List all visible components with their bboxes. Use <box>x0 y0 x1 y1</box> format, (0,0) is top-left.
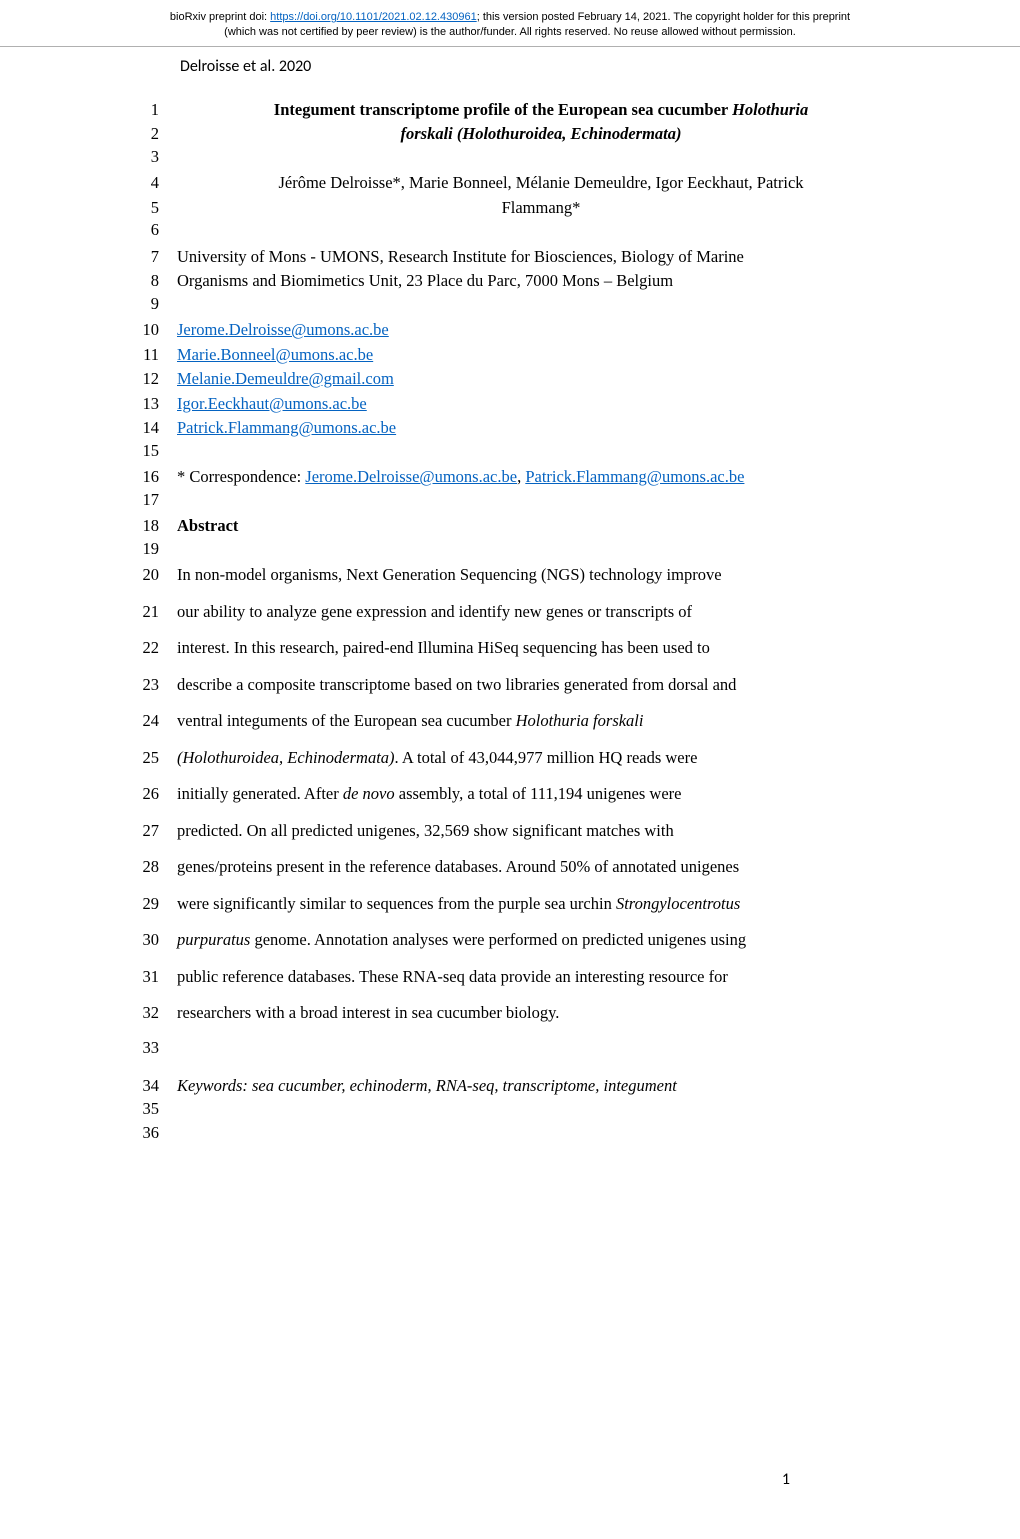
correspondence: * Correspondence: Jerome.Delroisse@umons… <box>177 465 905 489</box>
line-number: 4 <box>115 173 177 193</box>
line-number: 35 <box>115 1099 177 1119</box>
abstract-line: genes/proteins present in the reference … <box>177 855 905 879</box>
email-link-3[interactable]: Melanie.Demeuldre@gmail.com <box>177 369 394 388</box>
line-number: 28 <box>115 857 177 877</box>
line-number: 26 <box>115 784 177 804</box>
line-number: 14 <box>115 418 177 438</box>
line-number: 21 <box>115 602 177 622</box>
line-number: 30 <box>115 930 177 950</box>
line-number: 25 <box>115 748 177 768</box>
abstract-line: our ability to analyze gene expression a… <box>177 600 905 624</box>
authors-line-1: Jérôme Delroisse*, Marie Bonneel, Mélani… <box>177 171 905 195</box>
line-number: 3 <box>115 147 177 167</box>
email-link-2[interactable]: Marie.Bonneel@umons.ac.be <box>177 345 373 364</box>
preprint-line2: (which was not certified by peer review)… <box>224 26 796 38</box>
line-number: 7 <box>115 247 177 267</box>
line-number: 36 <box>115 1123 177 1143</box>
keywords: Keywords: sea cucumber, echinoderm, RNA-… <box>177 1074 905 1098</box>
line-number: 10 <box>115 320 177 340</box>
title-line-1: Integument transcriptome profile of the … <box>177 98 905 122</box>
abstract-line: initially generated. After de novo assem… <box>177 782 905 806</box>
line-number: 29 <box>115 894 177 914</box>
preprint-line1-pre: bioRxiv preprint doi: <box>170 11 270 23</box>
corr-email-2[interactable]: Patrick.Flammang@umons.ac.be <box>525 467 744 486</box>
abstract-line: interest. In this research, paired-end I… <box>177 636 905 660</box>
line-number: 18 <box>115 516 177 536</box>
line-number: 11 <box>115 345 177 365</box>
authors-line-2: Flammang* <box>177 196 905 220</box>
page-content: 1 Integument transcriptome profile of th… <box>0 90 1020 1539</box>
abstract-heading: Abstract <box>177 514 905 538</box>
line-number: 5 <box>115 198 177 218</box>
line-number: 8 <box>115 271 177 291</box>
abstract-line: public reference databases. These RNA-se… <box>177 965 905 989</box>
line-number: 17 <box>115 490 177 510</box>
line-number: 27 <box>115 821 177 841</box>
email-link-4[interactable]: Igor.Eeckhaut@umons.ac.be <box>177 394 367 413</box>
running-head: Delroisse et al. 2020 <box>0 47 1020 90</box>
corr-email-1[interactable]: Jerome.Delroisse@umons.ac.be <box>305 467 517 486</box>
abstract-body: 20 In non-model organisms, Next Generati… <box>115 563 905 1074</box>
line-number: 24 <box>115 711 177 731</box>
line-number: 20 <box>115 565 177 585</box>
line-number: 6 <box>115 220 177 240</box>
doi-link[interactable]: https://doi.org/10.1101/2021.02.12.43096… <box>270 11 477 23</box>
line-number: 22 <box>115 638 177 658</box>
abstract-line: purpuratus genome. Annotation analyses w… <box>177 928 905 952</box>
preprint-line1-post: ; this version posted February 14, 2021.… <box>477 11 850 23</box>
line-number: 31 <box>115 967 177 987</box>
affiliation-line-2: Organisms and Biomimetics Unit, 23 Place… <box>177 269 905 293</box>
abstract-line: ventral integuments of the European sea … <box>177 709 905 733</box>
abstract-line: describe a composite transcriptome based… <box>177 673 905 697</box>
line-number: 32 <box>115 1003 177 1023</box>
line-number: 34 <box>115 1076 177 1096</box>
preprint-header: bioRxiv preprint doi: https://doi.org/10… <box>0 0 1020 47</box>
email-link-1[interactable]: Jerome.Delroisse@umons.ac.be <box>177 320 389 339</box>
abstract-line: predicted. On all predicted unigenes, 32… <box>177 819 905 843</box>
abstract-line: were significantly similar to sequences … <box>177 892 905 916</box>
title-line-2: forskali (Holothuroidea, Echinodermata) <box>177 122 905 146</box>
affiliation-line-1: University of Mons - UMONS, Research Ins… <box>177 245 905 269</box>
line-number: 15 <box>115 441 177 461</box>
line-number: 16 <box>115 467 177 487</box>
abstract-line: researchers with a broad interest in sea… <box>177 1001 905 1025</box>
email-link-5[interactable]: Patrick.Flammang@umons.ac.be <box>177 418 396 437</box>
line-number: 33 <box>115 1038 177 1058</box>
abstract-line: In non-model organisms, Next Generation … <box>177 563 905 587</box>
line-number: 13 <box>115 394 177 414</box>
line-number: 23 <box>115 675 177 695</box>
abstract-line: (Holothuroidea, Echinodermata). A total … <box>177 746 905 770</box>
line-number: 9 <box>115 294 177 314</box>
line-number: 19 <box>115 539 177 559</box>
line-number: 12 <box>115 369 177 389</box>
line-number: 2 <box>115 124 177 144</box>
line-number: 1 <box>115 100 177 120</box>
page-number: 1 <box>782 1470 790 1489</box>
